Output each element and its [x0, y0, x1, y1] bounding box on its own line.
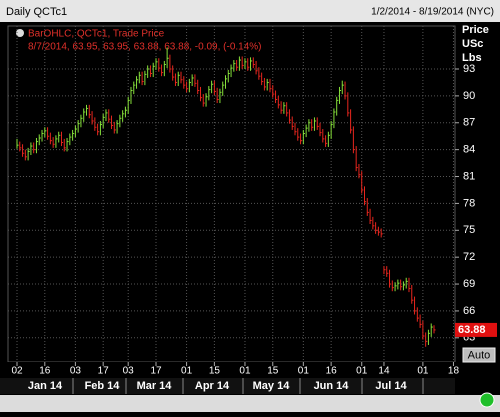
date-range: 1/2/2014 - 8/19/2014 (NYC) [371, 7, 494, 18]
x-tick-label: 02 [11, 366, 23, 377]
y-tick-label: 87 [463, 117, 475, 129]
y-tick-label: 69 [463, 278, 475, 290]
month-label: May 14 [253, 380, 291, 392]
month-label: Feb 14 [85, 380, 121, 392]
x-tick-label: 18 [448, 366, 460, 377]
status-indicator [479, 392, 495, 408]
y-tick-label: 78 [463, 197, 475, 209]
y-tick-label: 84 [463, 144, 475, 156]
x-tick-label: 17 [150, 366, 162, 377]
month-label: Apr 14 [195, 380, 230, 392]
auto-button-label[interactable]: Auto [468, 349, 491, 361]
month-label: Jun 14 [314, 380, 350, 392]
y-tick-label: 72 [463, 251, 475, 263]
y-tick-label: 90 [463, 90, 475, 102]
x-tick-label: 01 [298, 366, 310, 377]
legend-icon [16, 29, 24, 37]
x-tick-label: 01 [239, 366, 251, 377]
x-tick-label: 01 [181, 366, 193, 377]
legend-title: BarOHLC, QCTc1, Trade Price [28, 29, 165, 40]
title-bar [0, 0, 500, 22]
status-bar [0, 395, 500, 412]
legend-detail: 8/7/2014, 63.95, 63.95, 63.88, 63.88, -0… [28, 42, 262, 53]
chart-title: Daily QCTc1 [6, 6, 67, 18]
x-tick-label: 03 [123, 366, 135, 377]
x-tick-label: 01 [356, 366, 368, 377]
x-tick-label: 17 [98, 366, 110, 377]
month-label: Jul 14 [375, 380, 407, 392]
month-band [0, 378, 455, 394]
y-axis-label: USc [462, 38, 483, 50]
x-tick-label: 14 [378, 366, 390, 377]
x-tick-label: 03 [70, 366, 82, 377]
x-tick-label: 16 [326, 366, 338, 377]
y-tick-label: 75 [463, 224, 475, 236]
month-label: Mar 14 [137, 380, 173, 392]
y-tick-label: 93 [463, 63, 475, 75]
last-price-label: 63.88 [458, 324, 486, 336]
x-tick-label: 16 [39, 366, 51, 377]
y-axis-label: Price [462, 24, 489, 36]
y-tick-label: 66 [463, 305, 475, 317]
last-price-tag [455, 322, 497, 337]
y-axis-label: Lbs [462, 52, 482, 64]
auto-button[interactable] [462, 347, 496, 363]
x-tick-label: 15 [209, 366, 221, 377]
x-tick-label: 01 [417, 366, 429, 377]
month-label: Jan 14 [28, 380, 63, 392]
x-axis-band [0, 362, 500, 378]
x-tick-label: 15 [267, 366, 279, 377]
y-tick-label: 81 [463, 170, 475, 182]
